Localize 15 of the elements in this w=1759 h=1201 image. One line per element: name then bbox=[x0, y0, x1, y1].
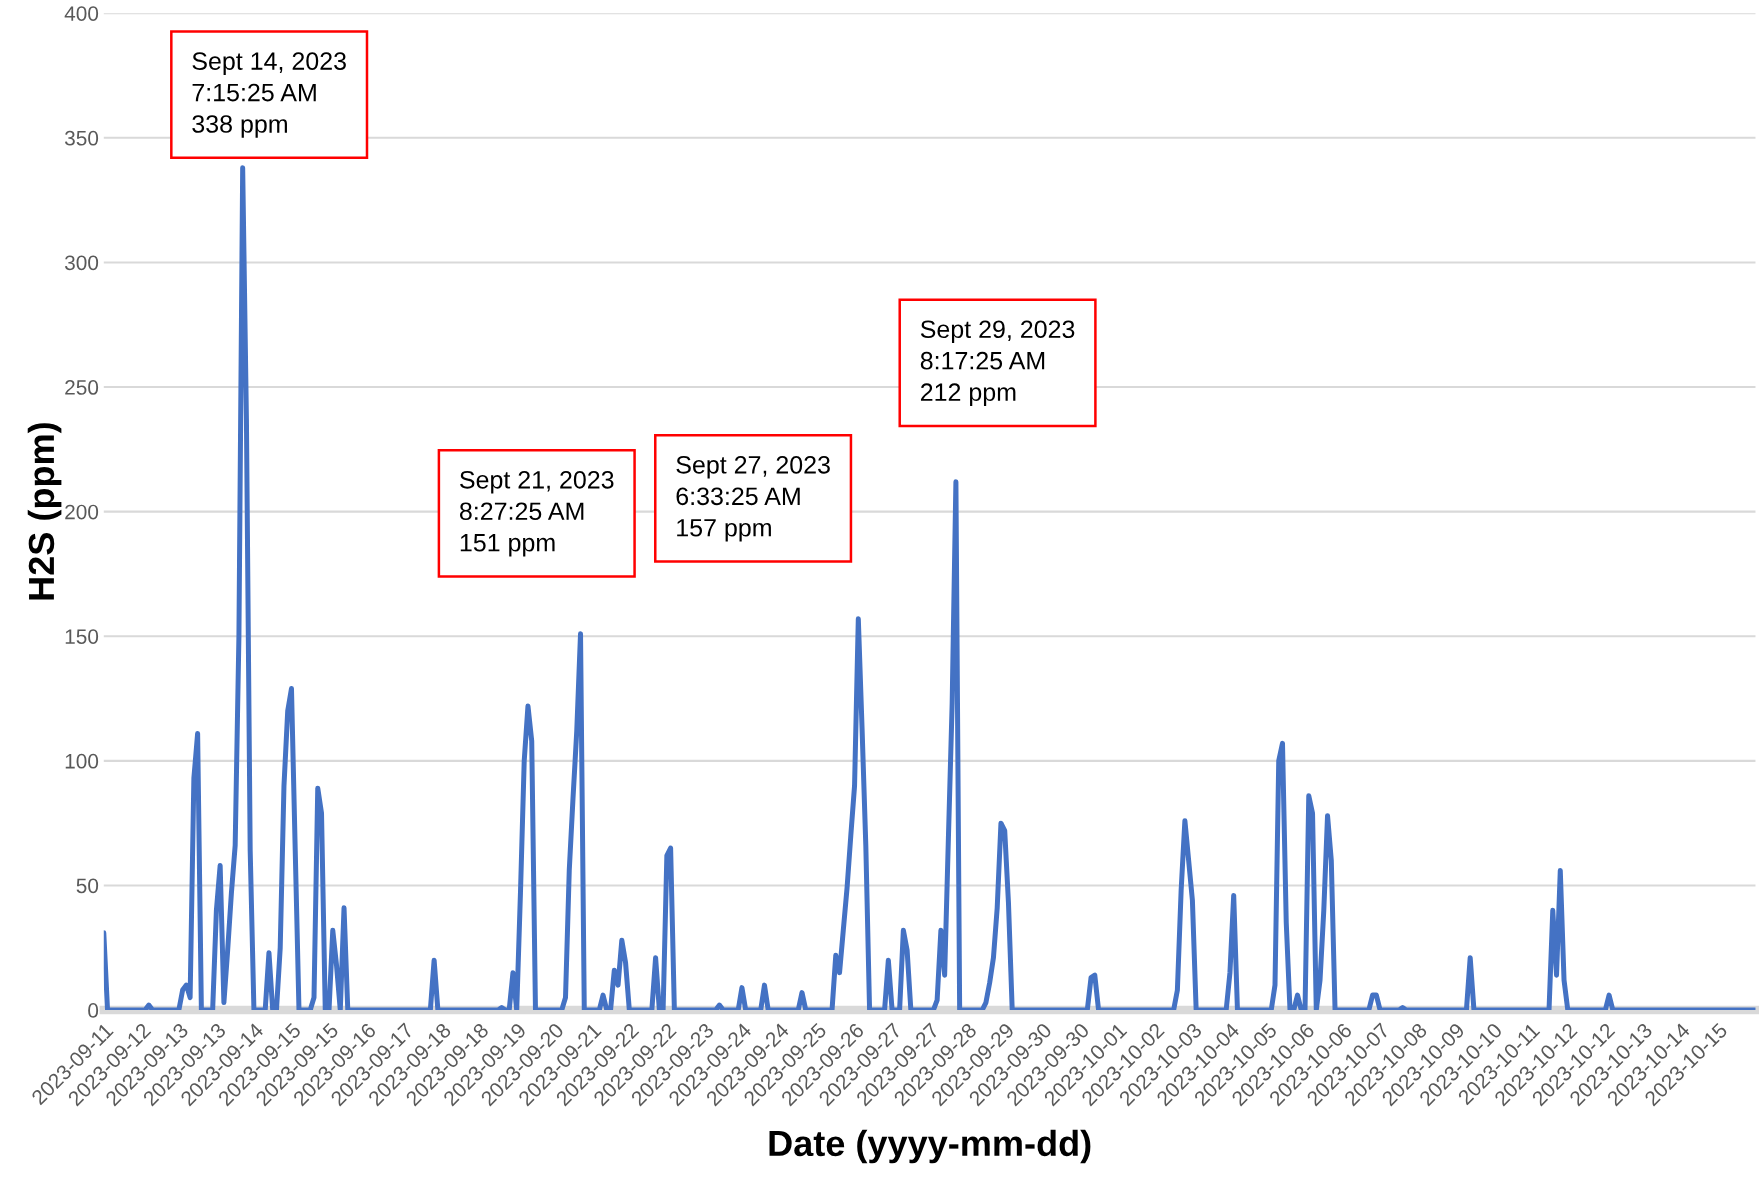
y-tick-label: 300 bbox=[64, 255, 99, 271]
y-tick-label: 150 bbox=[65, 629, 99, 644]
y-tick-label: 350 bbox=[64, 130, 99, 146]
annotation: Sept 27, 2023 6:33:25 AM 157 ppm bbox=[676, 455, 830, 542]
y-axis-title: H2S (ppm) bbox=[27, 423, 62, 600]
x-axis-title: Date (yyyy-mm-dd) bbox=[769, 1129, 1091, 1164]
annotation: Sept 29, 2023 8:17:25 AM 212 ppm bbox=[920, 320, 1075, 406]
y-tick-label: 50 bbox=[76, 878, 99, 894]
y-tick-label: 0 bbox=[88, 1003, 99, 1018]
y-tick-label: 200 bbox=[65, 504, 99, 520]
y-tick-label: 100 bbox=[65, 753, 99, 769]
annotation: Sept 14, 2023 7:15:25 AM 338 ppm bbox=[192, 52, 346, 138]
y-tick-label: 250 bbox=[65, 380, 99, 395]
annotation: Sept 21, 2023 8:27:25 AM 151 ppm bbox=[459, 470, 614, 557]
y-tick-label: 400 bbox=[64, 6, 99, 21]
